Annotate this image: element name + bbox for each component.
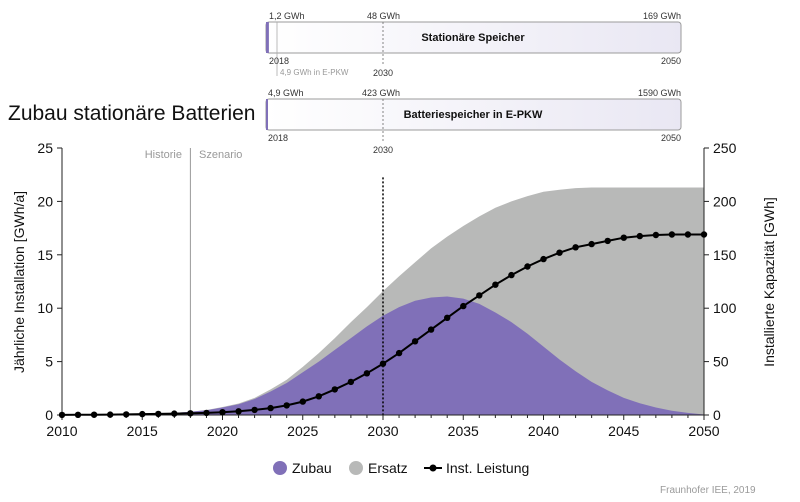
inst-leistung-point: [524, 263, 531, 270]
inst-leistung-point: [171, 410, 178, 417]
inst-leistung-point: [58, 411, 66, 419]
credit-text: Fraunhofer IEE, 2019: [660, 485, 756, 496]
area-zubau: [62, 296, 704, 415]
inst-leistung-point: [123, 411, 130, 418]
inst-leistung-point: [155, 410, 162, 418]
inst-leistung-line: [61, 233, 704, 416]
bar2-end-value: 1590 GWh: [638, 88, 681, 98]
timeline-bar-ev: 4,9 GWh 423 GWh 1590 GWh Batteriespeiche…: [265, 88, 682, 155]
bar1-end-year: 2050: [661, 56, 681, 66]
inst-leistung-point: [347, 378, 355, 386]
bar1-note: 4,9 GWh in E-PKW: [280, 68, 349, 77]
bar2-label: Batteriespeicher in E-PKW: [404, 109, 543, 121]
inst-leistung-point: [556, 249, 563, 256]
x-tick-label: 2015: [127, 423, 158, 439]
inst-leistung-point: [652, 231, 660, 239]
inst-leistung-point: [572, 244, 579, 251]
bar2-start-year: 2018: [268, 133, 288, 143]
inst-leistung-point: [636, 232, 643, 240]
chart-legend: Zubau Ersatz Inst. Leistung: [273, 460, 529, 476]
inst-leistung-point: [187, 410, 194, 417]
y-axis-label-right: Installierte Kapazität [GWh]: [761, 197, 777, 367]
inst-leistung-point: [395, 349, 403, 357]
inst-leistung-point: [251, 406, 258, 414]
inst-leistung-point: [203, 409, 210, 417]
area-ersatz: [62, 187, 704, 415]
inst-leistung-point: [476, 292, 483, 299]
legend-swatch-dot: [429, 464, 437, 472]
inst-leistung-point: [508, 271, 515, 279]
bar2-start-value: 4,9 GWh: [268, 88, 304, 98]
legend-swatch: [273, 461, 287, 475]
x-tick-label: 2050: [688, 423, 719, 439]
bar1-mid-value: 48 GWh: [367, 11, 400, 21]
inst-leistung-point: [139, 410, 146, 418]
legend-label: Inst. Leistung: [446, 460, 529, 476]
inst-leistung-point: [107, 411, 114, 418]
inst-leistung-point: [235, 408, 242, 415]
bar1-mid-year: 2030: [373, 68, 393, 78]
inst-leistung-point: [427, 326, 435, 333]
inst-leistung-point: [299, 398, 306, 405]
bar1-start-value: 1,2 GWh: [269, 11, 305, 21]
y-tick-label-right: 100: [713, 300, 737, 316]
y-tick-label-right: 50: [713, 354, 729, 370]
inst-leistung-point: [588, 240, 595, 248]
inst-leistung-point: [460, 302, 467, 310]
inst-leistung-point: [620, 234, 627, 241]
inst-leistung-point: [219, 409, 226, 416]
inst-leistung-point: [411, 338, 419, 345]
inst-leistung-point: [90, 411, 98, 418]
y-tick-label-left: 20: [37, 193, 53, 209]
inst-leistung-point: [74, 411, 82, 418]
inst-leistung-point: [363, 370, 371, 377]
legend-label: Ersatz: [368, 460, 408, 476]
x-tick-label: 2030: [367, 423, 398, 439]
bar1-end-value: 169 GWh: [643, 11, 681, 21]
x-tick-label: 2010: [46, 423, 77, 439]
y-tick-label-right: 150: [713, 247, 737, 263]
timeline-bars: 1,2 GWh 48 GWh 169 GWh Stationäre Speich…: [265, 11, 682, 155]
phase-lines: [189, 148, 384, 415]
timeline-bar-stationary: 1,2 GWh 48 GWh 169 GWh Stationäre Speich…: [265, 11, 682, 78]
x-tick-label: 2040: [528, 423, 559, 439]
inst-leistung-point: [492, 281, 499, 288]
x-tick-label: 2025: [287, 423, 318, 439]
y-tick-label-left: 10: [37, 300, 53, 316]
inst-leistung-point: [267, 404, 274, 412]
y-axis-label-left: Jährliche Installation [GWh/a]: [11, 191, 27, 373]
y-tick-label-left: 0: [45, 407, 53, 423]
y-tick-label-right: 0: [713, 407, 721, 423]
inst-leistung-point: [700, 231, 708, 238]
bar2-mid-year: 2030: [373, 145, 393, 155]
x-tick-label: 2035: [448, 423, 479, 439]
inst-leistung-point: [379, 360, 387, 367]
bar2-fill: [266, 99, 268, 130]
bar2-end-year: 2050: [661, 133, 681, 143]
inst-leistung-point: [331, 386, 338, 393]
inst-leistung-point: [315, 393, 322, 400]
inst-leistung-point: [604, 237, 611, 245]
x-tick-label: 2045: [608, 423, 639, 439]
bar2-mid-value: 423 GWh: [362, 88, 400, 98]
inst-leistung-point: [444, 314, 451, 321]
page-title: Zubau stationäre Batterien: [8, 102, 256, 125]
inst-leistung-point: [540, 255, 547, 263]
y-tick-label-right: 200: [713, 193, 737, 209]
legend-swatch: [349, 461, 363, 475]
bar1-start-year: 2018: [269, 56, 289, 66]
bar1-label: Stationäre Speicher: [421, 32, 525, 44]
inst-leistung-point: [684, 231, 692, 238]
inst-leistung-point: [283, 402, 290, 409]
y-tick-label-left: 15: [37, 247, 53, 263]
inst-leistung-point: [668, 231, 676, 238]
bar1-fill: [266, 22, 269, 53]
y-tick-label-left: 5: [45, 354, 53, 370]
x-tick-label: 2020: [207, 423, 238, 439]
chart-areas: [62, 187, 704, 415]
legend-label: Zubau: [292, 460, 332, 476]
inst-leistung-series: [58, 231, 708, 419]
